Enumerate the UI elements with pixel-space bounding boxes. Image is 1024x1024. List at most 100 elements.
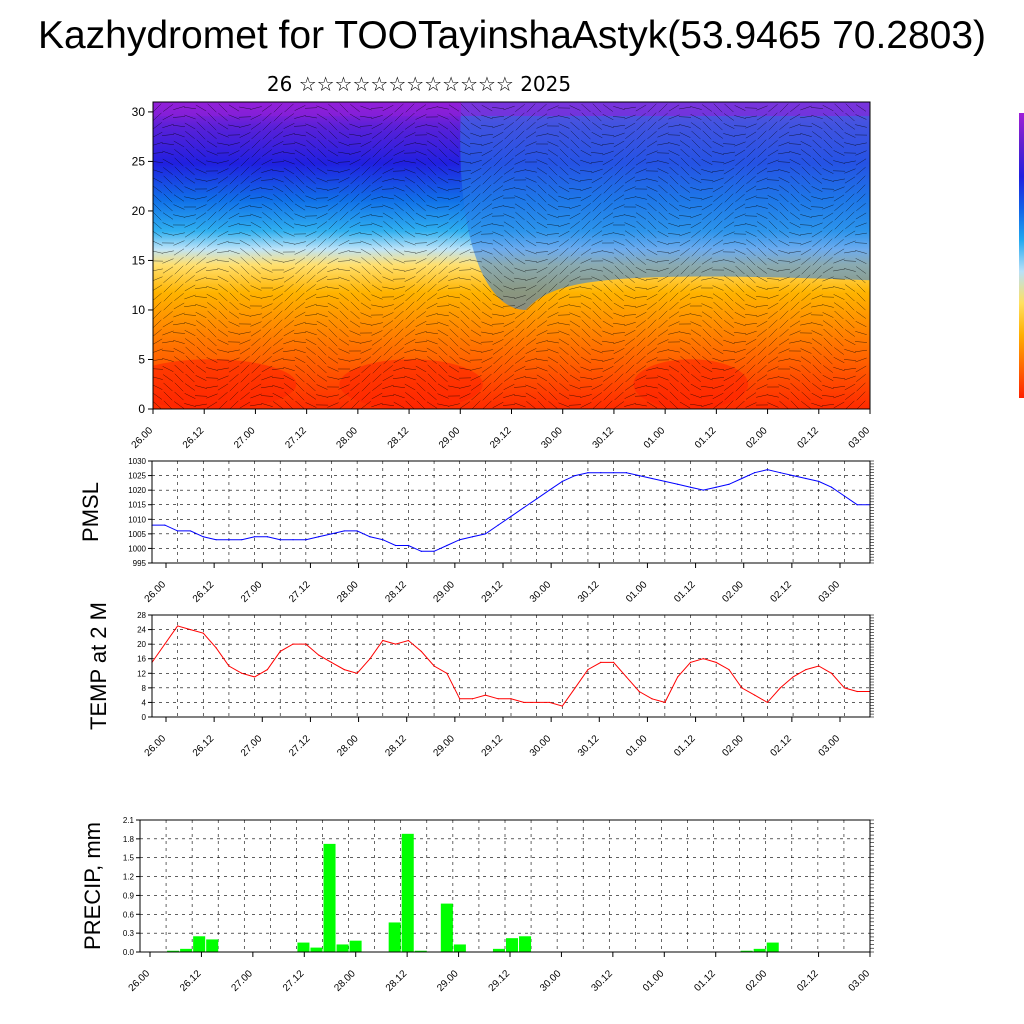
wind-barb (415, 104, 427, 112)
wind-barb (239, 204, 251, 210)
wind-barb (636, 355, 646, 365)
wind-barb (558, 304, 570, 308)
wind-barb (526, 301, 536, 311)
wind-barb (504, 148, 514, 158)
wind-barb (811, 115, 823, 119)
wind-barb (591, 141, 603, 147)
wind-barb (800, 141, 812, 147)
wind-barb (535, 251, 549, 253)
wind-barb (317, 130, 327, 140)
wind-barb (789, 167, 801, 175)
wind-barb (460, 194, 470, 202)
wind-barb (581, 203, 591, 211)
wind-barb (207, 328, 217, 338)
wind-barb (470, 383, 482, 391)
wind-barb (646, 278, 658, 280)
wind-barb (273, 328, 283, 338)
wind-barb (614, 391, 624, 401)
temp-xtick-label: 28.12 (383, 733, 409, 759)
wind-barb (700, 179, 714, 181)
wind-barb (206, 160, 218, 164)
wind-barb (339, 301, 349, 311)
wind-barb (481, 114, 493, 120)
wind-barb (459, 160, 471, 164)
pmsl-ytick-label: 1020 (128, 486, 146, 495)
wind-barb (547, 105, 559, 111)
wind-barb (251, 148, 261, 158)
wind-barb (327, 203, 339, 211)
precip-xtick-label: 02.00 (744, 968, 770, 994)
wind-barb (635, 104, 647, 112)
wind-barb (360, 232, 372, 236)
wind-barb (271, 161, 285, 163)
wind-barb (658, 391, 668, 401)
wind-barb (260, 179, 274, 181)
wind-barb (239, 215, 251, 217)
wind-barb (206, 293, 218, 301)
temp-ytick-label: 20 (137, 640, 146, 649)
wind-barb (646, 140, 658, 148)
precip-xtick-label: 28.12 (384, 968, 410, 994)
wind-barb (349, 250, 361, 254)
wind-barb (558, 131, 570, 139)
wind-barb (316, 187, 328, 191)
wind-barb (525, 177, 537, 183)
wind-barb (338, 348, 350, 354)
wind-barb (833, 386, 845, 388)
wind-barb (184, 322, 196, 326)
wind-barb (537, 383, 547, 391)
wind-barb (206, 285, 218, 291)
wind-barb (800, 133, 812, 137)
wind-barb (481, 257, 493, 265)
wind-barb (459, 401, 471, 409)
wind-barb (515, 139, 525, 149)
wind-barb (492, 185, 504, 193)
wind-barb (229, 266, 239, 274)
wind-barb (415, 212, 427, 220)
wind-barb (625, 346, 635, 356)
wind-barb (438, 238, 448, 248)
wind-barb (592, 310, 602, 320)
wind-barb (416, 382, 426, 392)
wind-barb (502, 404, 516, 406)
wind-barb (767, 203, 779, 211)
wind-barb (734, 241, 746, 245)
wind-barb (383, 148, 393, 158)
wind-barb (460, 310, 470, 320)
wind-barb (547, 356, 559, 364)
wind-barb (635, 178, 647, 182)
wind-barb (757, 139, 767, 149)
wind-barb (162, 366, 174, 372)
wind-barb (447, 188, 461, 190)
wind-barb (183, 314, 197, 316)
wind-barb (218, 310, 228, 320)
wind-barb (823, 139, 833, 149)
wind-barb (646, 160, 658, 164)
wind-barb (712, 347, 724, 355)
wind-barb (184, 294, 196, 300)
wind-barb (361, 265, 371, 275)
wind-barb (273, 229, 283, 239)
wind-barb (625, 166, 635, 176)
wind-barb (460, 302, 470, 310)
wind-barb (272, 347, 284, 355)
wind-barb (679, 339, 691, 345)
wind-barb (581, 328, 591, 338)
wind-barb (448, 158, 460, 166)
wind-barb (438, 148, 448, 158)
precip-ytick-label: 0.9 (123, 891, 135, 900)
temp-point (253, 676, 256, 678)
wind-barb (679, 132, 691, 138)
wind-barb (547, 340, 559, 344)
cross-section-xtick-label: 29.00 (437, 425, 463, 451)
pmsl-point (741, 477, 743, 480)
wind-barb (800, 232, 812, 236)
wind-barb (382, 168, 394, 174)
wind-barb (195, 311, 207, 319)
temp-xtick-label: 30.00 (528, 733, 554, 759)
wind-barb (701, 365, 713, 373)
pmsl-point (843, 495, 845, 497)
wind-barb (493, 392, 503, 400)
wind-barb (723, 267, 735, 273)
wind-barb (657, 275, 669, 283)
